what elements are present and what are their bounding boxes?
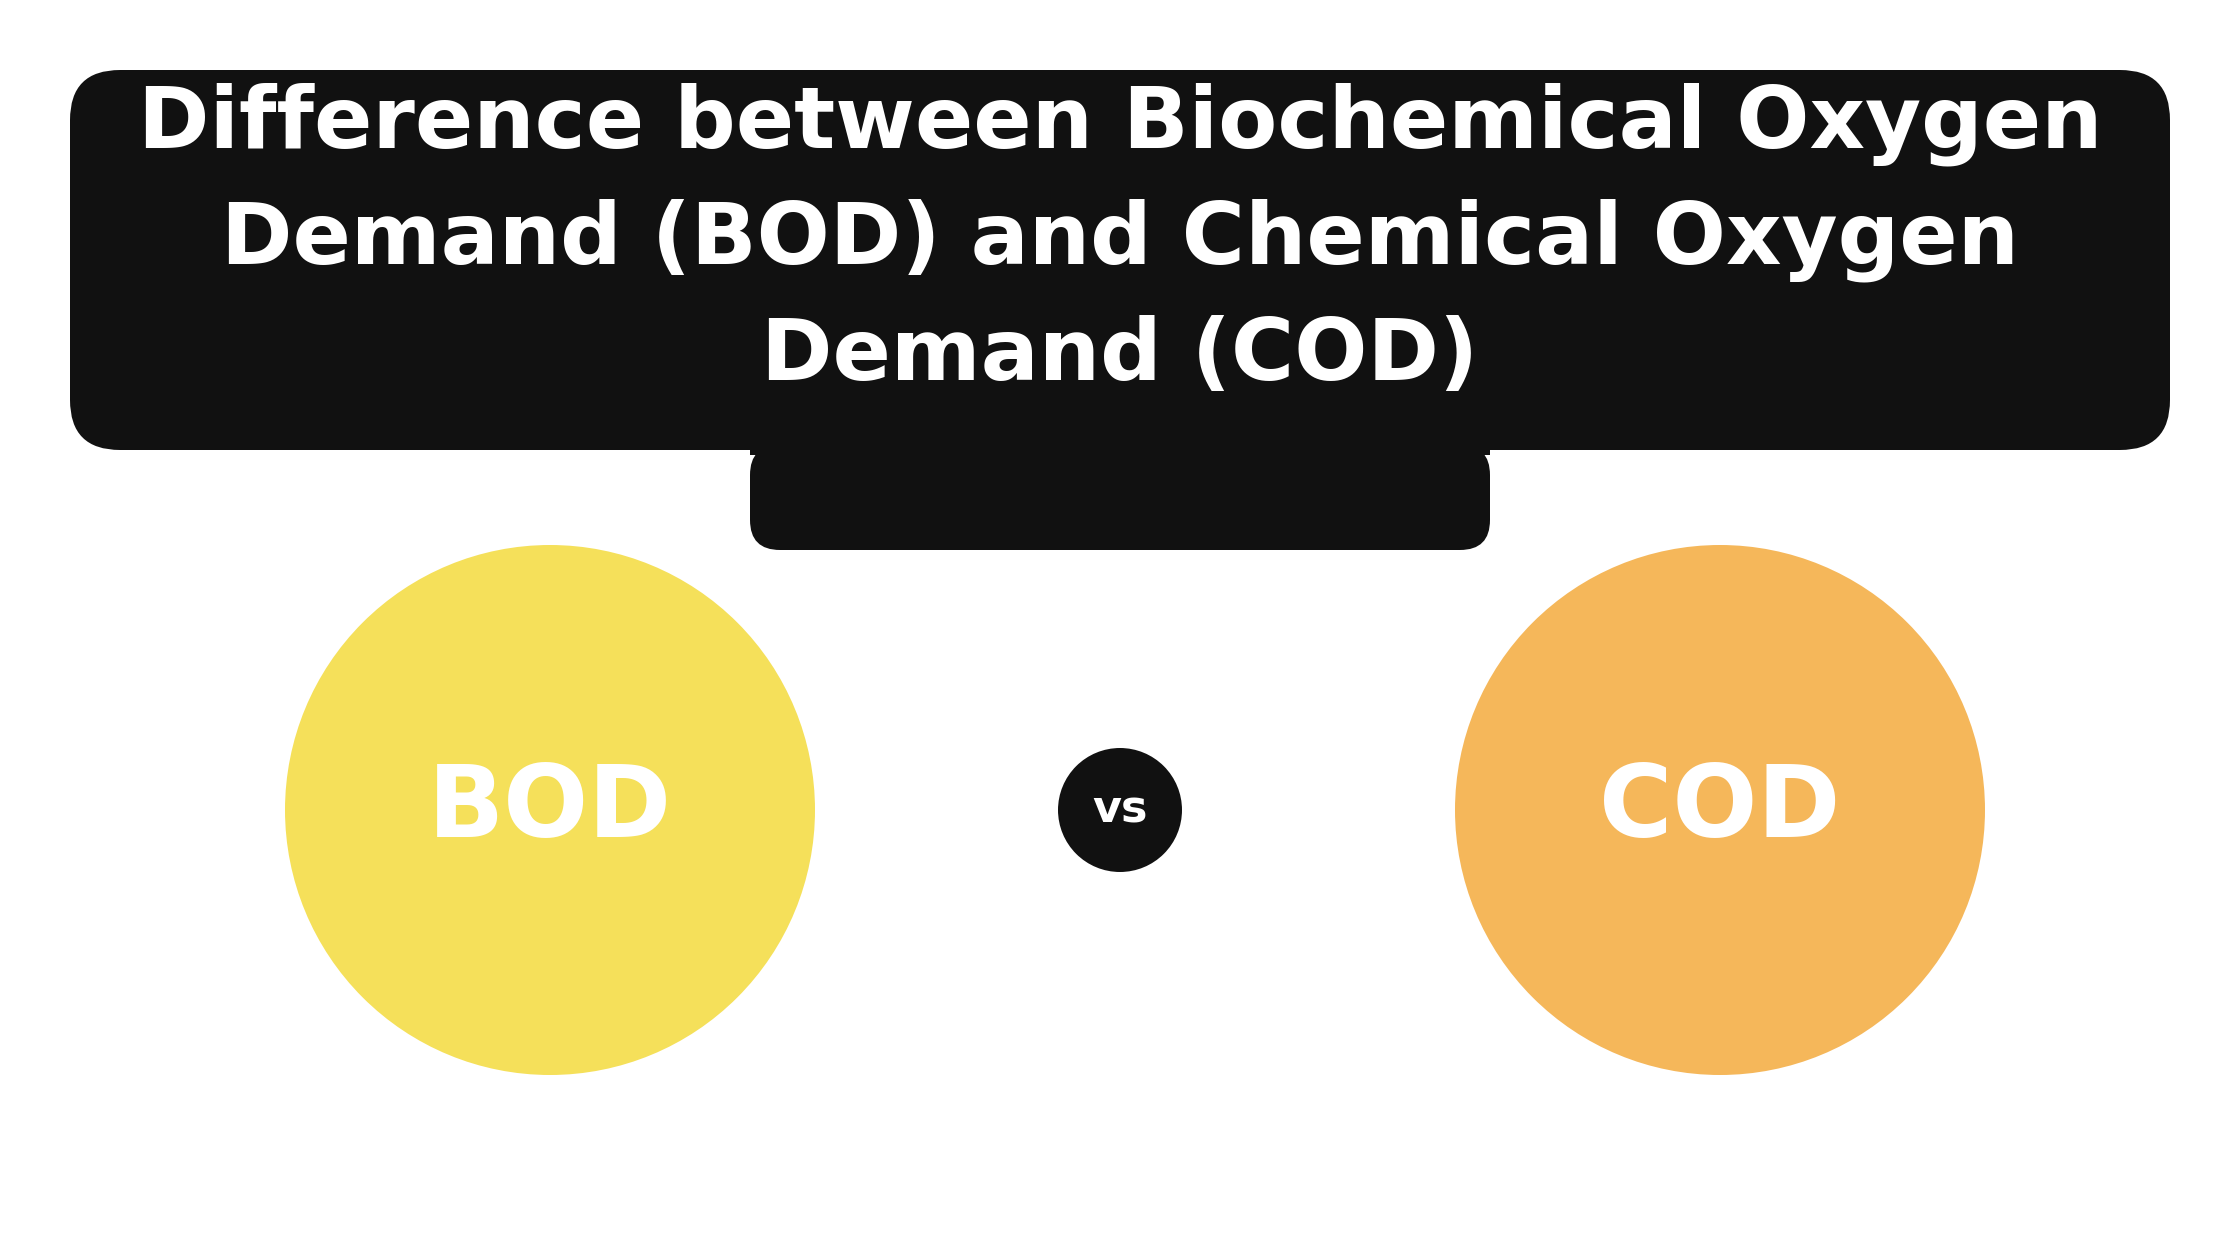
FancyBboxPatch shape bbox=[750, 445, 1490, 551]
Text: COD: COD bbox=[1599, 761, 1841, 858]
Circle shape bbox=[1456, 546, 1985, 1075]
Text: BOD: BOD bbox=[428, 761, 672, 858]
FancyBboxPatch shape bbox=[69, 71, 2171, 450]
Text: vs: vs bbox=[1093, 789, 1147, 832]
Bar bbox=[750, 394, 1490, 455]
Text: Difference between Biochemical Oxygen
Demand (BOD) and Chemical Oxygen
Demand (C: Difference between Biochemical Oxygen De… bbox=[137, 82, 2103, 397]
Circle shape bbox=[284, 546, 815, 1075]
Circle shape bbox=[1057, 748, 1183, 872]
